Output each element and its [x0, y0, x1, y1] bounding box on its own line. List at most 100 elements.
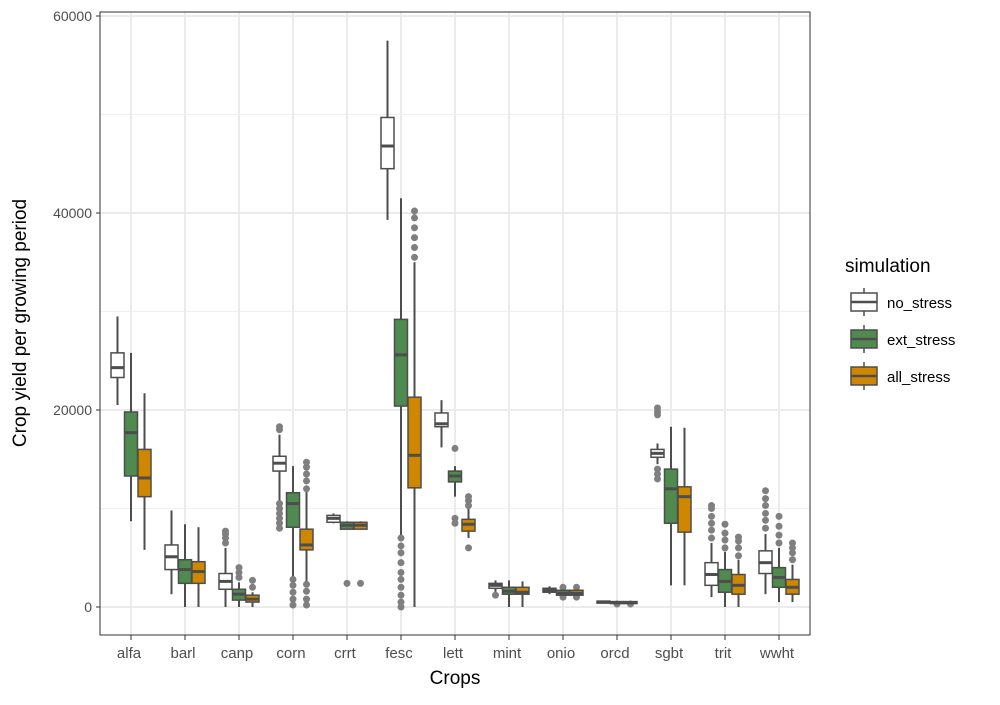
outlier-point: [397, 591, 405, 599]
box-canp-no_stress: [218, 527, 233, 607]
outlier-point: [775, 531, 783, 539]
outlier-point: [721, 520, 729, 528]
outlier-point: [303, 595, 310, 603]
outlier-point: [303, 458, 310, 466]
box-lett-all_stress: [461, 493, 476, 552]
box-barl-no_stress: [164, 510, 179, 595]
box-corn-all_stress: [299, 458, 314, 609]
y-tick-label: 60000: [53, 8, 92, 24]
box-alfa-all_stress: [137, 393, 152, 550]
outlier-point: [289, 588, 297, 596]
box-mint-no_stress: [488, 580, 503, 599]
outlier-point: [397, 542, 405, 550]
outlier-point: [276, 505, 283, 512]
outlier-point: [343, 579, 351, 587]
outlier-point: [708, 526, 715, 534]
outlier-point: [721, 536, 729, 544]
outlier-point: [357, 579, 364, 587]
box-iqr: [677, 486, 692, 533]
box-lett-no_stress: [434, 400, 449, 448]
outlier-point: [235, 569, 243, 577]
y-axis-title: Crop yield per growing period: [10, 199, 31, 447]
box-fesc-all_stress: [407, 207, 422, 607]
box-iqr: [137, 448, 152, 498]
box-onio-all_stress: [569, 583, 584, 601]
x-tick-label-sgbt: sgbt: [655, 645, 684, 662]
outlier-point: [303, 580, 310, 588]
outlier-point: [411, 234, 418, 242]
outlier-point: [735, 552, 742, 560]
box-iqr: [380, 116, 395, 170]
outlier-point: [303, 485, 310, 493]
outlier-point: [397, 598, 405, 606]
legend-label: no_stress: [887, 295, 952, 312]
box-barl-ext_stress: [177, 524, 193, 607]
outlier-point: [235, 573, 243, 581]
outlier-point: [708, 502, 715, 510]
outlier-point: [492, 591, 499, 599]
outlier-point: [397, 559, 405, 567]
box-sgbt-ext_stress: [663, 426, 679, 586]
outlier-point: [411, 243, 418, 251]
outlier-point: [397, 583, 405, 591]
outlier-point: [789, 539, 796, 547]
outlier-point: [789, 549, 796, 557]
outlier-point: [789, 544, 796, 552]
outlier-point: [397, 575, 405, 583]
outlier-point: [789, 556, 796, 564]
legend-item-no_stress: no_stress: [850, 288, 952, 316]
outlier-point: [465, 502, 472, 510]
outlier-point: [451, 519, 459, 527]
boxes: [110, 40, 800, 611]
outlier-point: [573, 583, 580, 591]
box-orcd-no_stress: [596, 600, 611, 604]
x-tick-label-alfa: alfa: [117, 645, 142, 662]
outlier-point: [276, 524, 283, 532]
outlier-point: [775, 522, 783, 530]
box-lett-ext_stress: [447, 444, 463, 527]
box-mint-ext_stress: [501, 580, 517, 607]
outlier-point: [411, 214, 418, 222]
outlier-point: [289, 595, 297, 603]
outlier-point: [762, 516, 769, 524]
box-iqr: [407, 396, 422, 489]
outlier-point: [222, 527, 229, 535]
outlier-point: [303, 470, 310, 478]
outlier-point: [775, 539, 783, 547]
box-iqr: [663, 468, 679, 525]
legend-label: all_stress: [887, 369, 950, 386]
outlier-point: [276, 509, 283, 517]
outlier-point: [303, 463, 310, 471]
box-mint-all_stress: [515, 581, 530, 607]
legend-label: ext_stress: [887, 332, 955, 349]
outlier-point: [762, 509, 769, 517]
outlier-point: [411, 253, 418, 261]
outlier-point: [735, 544, 742, 552]
outlier-point: [762, 502, 769, 510]
box-iqr: [285, 491, 301, 528]
outlier-point: [276, 514, 283, 522]
outlier-point: [654, 470, 661, 478]
box-wwht-all_stress: [785, 539, 800, 603]
box-alfa-ext_stress: [123, 352, 139, 522]
box-trit-ext_stress: [717, 520, 733, 607]
outlier-point: [289, 601, 297, 609]
outlier-point: [276, 500, 283, 508]
x-tick-label-mint: mint: [493, 645, 522, 662]
outlier-point: [762, 495, 769, 503]
box-iqr: [299, 528, 314, 551]
box-trit-no_stress: [704, 502, 719, 598]
outlier-point: [303, 601, 310, 609]
x-tick-label-wwht: wwht: [759, 645, 795, 662]
box-fesc-ext_stress: [393, 198, 409, 611]
box-wwht-ext_stress: [771, 512, 787, 603]
outlier-point: [762, 524, 769, 532]
box-crrt-all_stress: [353, 521, 368, 587]
x-tick-label-crrt: crrt: [334, 645, 356, 662]
y-axis: 0 20000 40000 60000: [53, 8, 100, 615]
legend-title: simulation: [845, 256, 931, 277]
outlier-point: [451, 514, 459, 522]
legend-item-ext_stress: ext_stress: [850, 325, 955, 353]
outlier-point: [411, 207, 418, 215]
outlier-point: [303, 587, 310, 595]
